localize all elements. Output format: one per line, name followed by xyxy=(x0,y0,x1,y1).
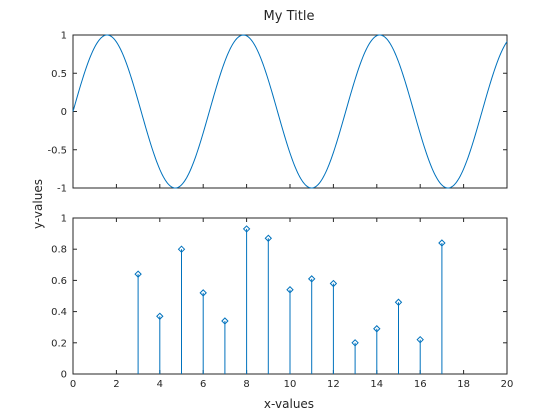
xtick-label: 10 xyxy=(284,379,297,390)
xtick-label: 14 xyxy=(370,379,383,390)
ytick-label: 0.4 xyxy=(51,307,67,318)
stem-marker xyxy=(416,335,424,344)
top-x-ticks xyxy=(72,184,508,188)
stem-series xyxy=(134,225,446,374)
stem-marker xyxy=(307,275,316,283)
stem-marker xyxy=(394,298,403,306)
stem-marker xyxy=(329,279,338,288)
xtick-label: 0 xyxy=(70,379,76,390)
ytick-label: 0.5 xyxy=(51,69,67,80)
stem-marker xyxy=(242,225,251,233)
stem-marker xyxy=(373,325,381,333)
top-plot-area xyxy=(72,34,508,189)
xtick-label: 8 xyxy=(243,379,249,390)
ytick-label: 0 xyxy=(61,370,67,381)
top-axes: -1 -0.5 0 0.5 1 xyxy=(47,31,508,195)
stem-marker xyxy=(264,234,273,242)
xtick-label: 6 xyxy=(200,379,206,390)
xtick-label: 4 xyxy=(157,379,163,390)
y-axis-label: y-values xyxy=(31,179,45,229)
ytick-label: 0.8 xyxy=(51,245,67,256)
xtick-label: 2 xyxy=(113,379,119,390)
stem-marker xyxy=(351,339,359,347)
bottom-axes: 0 0.2 0.4 0.6 0.8 1 0 2 4 6 8 10 12 14 16 18 20 xyxy=(51,214,513,391)
top-y-ticks: -1 -0.5 0 0.5 1 xyxy=(47,31,507,195)
xtick-label: 18 xyxy=(457,379,470,390)
ytick-label: -0.5 xyxy=(47,145,67,156)
ytick-label: -1 xyxy=(57,184,67,195)
stem-marker xyxy=(221,317,229,325)
xtick-label: 12 xyxy=(327,379,340,390)
xtick-label: 20 xyxy=(501,379,514,390)
stem-marker xyxy=(177,245,186,253)
bottom-x-ticks: 0 2 4 6 8 10 12 14 16 18 20 xyxy=(70,218,514,390)
ytick-label: 0.2 xyxy=(51,338,67,349)
sine-series-line xyxy=(72,34,508,189)
stem-marker xyxy=(156,312,164,320)
stem-marker xyxy=(438,239,446,247)
stem-marker xyxy=(286,286,294,294)
chart-title: My Title xyxy=(264,9,315,24)
xtick-label: 16 xyxy=(414,379,427,390)
bottom-y-ticks: 0 0.2 0.4 0.6 0.8 1 xyxy=(51,214,507,381)
ytick-label: 0.6 xyxy=(51,276,67,287)
ytick-label: 0 xyxy=(61,107,67,118)
stem-marker xyxy=(199,289,207,297)
x-axis-label: x-values xyxy=(264,397,314,411)
ytick-label: 1 xyxy=(61,214,67,225)
stem-marker xyxy=(134,270,142,278)
ytick-label: 1 xyxy=(61,31,67,42)
